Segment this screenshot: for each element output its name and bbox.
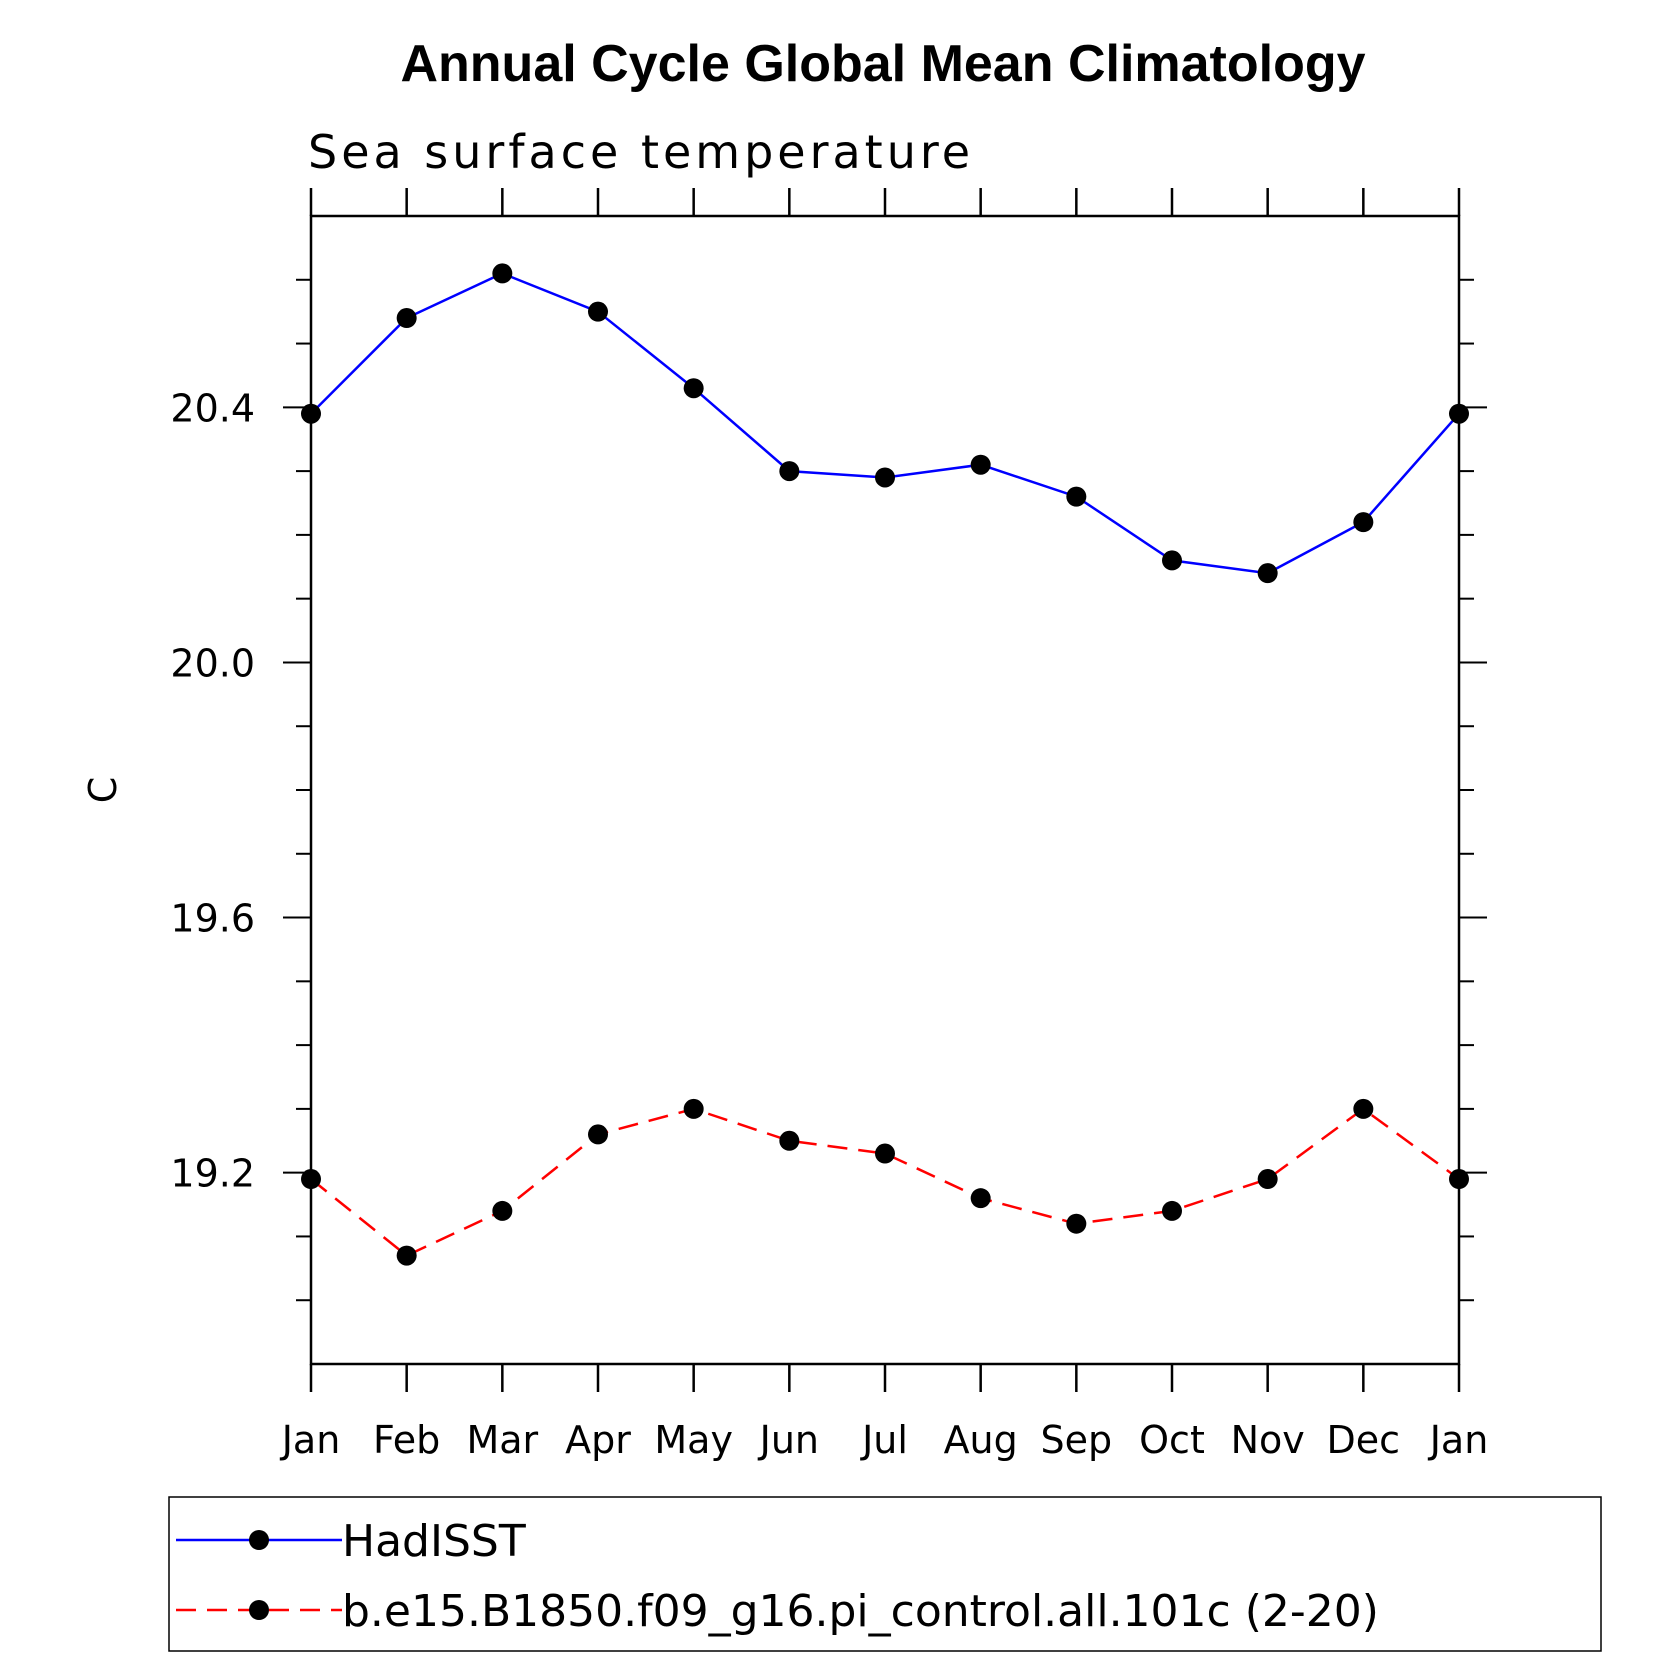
y-tick-label: 19.6	[170, 897, 255, 941]
data-point	[683, 378, 704, 399]
data-point	[779, 461, 800, 482]
data-point	[970, 454, 991, 475]
legend-box	[168, 1496, 1602, 1652]
x-tick-label: Nov	[1231, 1418, 1305, 1462]
legend-label-model: b.e15.B1850.f09_g16.pi_control.all.101c …	[342, 1586, 1379, 1637]
y-tick-label: 20.4	[170, 386, 255, 430]
data-point	[1162, 550, 1182, 571]
data-point	[588, 301, 608, 322]
y-tick-labels: 20.4 20.0 19.6 19.2	[170, 386, 255, 1195]
data-point	[1449, 1169, 1469, 1190]
x-tick-label: Mar	[466, 1418, 538, 1462]
data-point	[683, 1098, 704, 1119]
series-line-1	[310, 1107, 1460, 1258]
x-tick-label: Jul	[860, 1418, 908, 1462]
y-tick-label: 20.0	[170, 641, 255, 685]
chart-title: Annual Cycle Global Mean Climatology	[400, 35, 1365, 93]
data-point	[588, 1124, 608, 1145]
x-tick-label: Jan	[280, 1418, 341, 1462]
x-tick-label: Dec	[1327, 1418, 1401, 1462]
x-tick-label: Aug	[944, 1418, 1018, 1462]
y-axis-label: C	[81, 777, 125, 804]
x-tick-label: Apr	[565, 1418, 631, 1462]
data-point	[1353, 512, 1374, 533]
x-tick-label: Oct	[1139, 1418, 1205, 1462]
legend-marker-model	[249, 1600, 269, 1620]
data-point	[396, 308, 417, 329]
y-tick-label: 19.2	[170, 1152, 255, 1196]
data-point	[970, 1188, 991, 1209]
x-tick-label: May	[654, 1418, 733, 1462]
data-point	[1257, 563, 1278, 584]
plot-frame	[309, 214, 1461, 1366]
series-line-0	[310, 272, 1460, 575]
x-tick-label: Sep	[1041, 1418, 1113, 1462]
x-tick-label: Feb	[373, 1418, 440, 1462]
legend-marker-hadisst	[249, 1530, 269, 1550]
x-tick-label: Jan	[1428, 1418, 1489, 1462]
data-point	[1353, 1098, 1374, 1119]
data-point	[492, 263, 513, 284]
data-point	[301, 1169, 321, 1190]
legend: HadISST b.e15.B1850.f09_g16.pi_control.a…	[168, 1496, 1602, 1652]
data-point	[1162, 1200, 1182, 1221]
data-point	[875, 1143, 895, 1164]
x-tick-labels: Jan Feb Mar Apr May Jun Jul Aug Sep Oct Nov Dec Jan	[280, 1418, 1489, 1462]
data-point	[301, 403, 321, 424]
data-point	[492, 1200, 513, 1221]
data-point	[1449, 403, 1469, 424]
data-point	[1066, 1213, 1087, 1234]
data-point	[1066, 486, 1087, 507]
legend-label-hadisst: HadISST	[342, 1516, 526, 1567]
x-tick-label: Jun	[758, 1418, 819, 1462]
data-point	[779, 1130, 800, 1151]
chart-subtitle: Sea surface temperature	[308, 125, 974, 179]
data-point	[1257, 1169, 1278, 1190]
data-point	[396, 1245, 417, 1266]
series-layer	[301, 263, 1469, 1266]
axis-ticks	[283, 188, 1487, 1392]
data-point	[875, 467, 895, 488]
